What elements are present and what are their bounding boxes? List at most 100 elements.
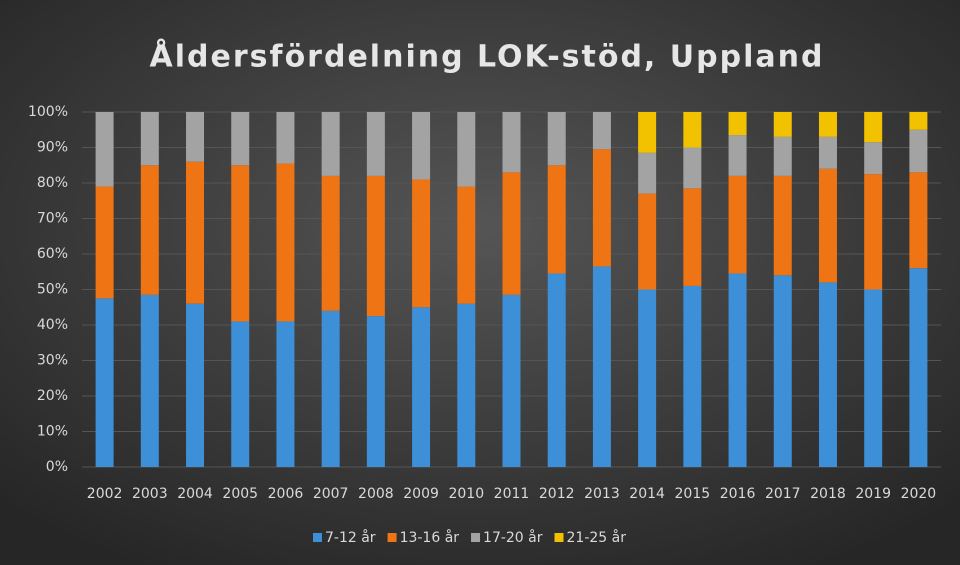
x-tick-label: 2005 xyxy=(222,486,258,502)
bar-segment xyxy=(276,112,295,164)
bar-segment xyxy=(683,147,702,189)
bar-segment xyxy=(638,193,657,290)
x-tick-label: 2019 xyxy=(855,486,891,502)
y-tick-label: 10% xyxy=(37,424,68,440)
bar-segment xyxy=(818,282,837,467)
bar-segment xyxy=(140,112,159,166)
bar-segment xyxy=(502,112,521,173)
bar-segment xyxy=(683,285,702,467)
x-tick-label: 2009 xyxy=(403,486,439,502)
y-tick-label: 100% xyxy=(28,104,68,120)
bar-segment xyxy=(728,135,747,176)
legend-label: 21-25 år xyxy=(567,529,627,546)
x-tick-label: 2015 xyxy=(675,486,711,502)
bar-segment xyxy=(457,112,476,187)
bar-segment xyxy=(728,273,747,467)
legend-label: 13-16 år xyxy=(400,529,460,546)
bar-segment xyxy=(140,165,159,295)
legend-label: 17-20 år xyxy=(483,529,543,546)
bar-segment xyxy=(412,112,431,180)
bar-segment xyxy=(638,112,657,153)
bar-segment xyxy=(864,112,883,143)
bar-segment xyxy=(412,179,431,308)
legend: 7-12 år 13-16 år 17-20 år 21-25 år xyxy=(313,529,626,546)
bar-segment xyxy=(864,289,883,467)
bar-segment xyxy=(140,294,159,467)
x-tick-label: 2011 xyxy=(494,486,530,502)
bar-segment xyxy=(457,186,476,304)
x-tick-label: 2018 xyxy=(810,486,846,502)
bar-segment xyxy=(683,188,702,286)
bar-segment xyxy=(864,174,883,290)
x-tick-label: 2016 xyxy=(720,486,756,502)
x-tick-label: 2006 xyxy=(268,486,304,502)
bar-segment xyxy=(909,112,928,130)
x-tick-label: 2013 xyxy=(584,486,620,502)
bar-segment xyxy=(592,112,611,150)
bar-segment xyxy=(95,112,114,187)
legend-swatch xyxy=(471,533,481,542)
x-tick-label: 2007 xyxy=(313,486,349,502)
x-tick-label: 2014 xyxy=(629,486,665,502)
bar-segment xyxy=(231,165,250,322)
x-tick-label: 2003 xyxy=(132,486,168,502)
x-tick-label: 2004 xyxy=(177,486,213,502)
bar-segment xyxy=(773,112,792,137)
bar-segment xyxy=(909,268,928,467)
y-tick-label: 30% xyxy=(37,353,68,369)
bar-segment xyxy=(276,163,295,322)
y-tick-label: 60% xyxy=(37,246,68,262)
bar-segment xyxy=(638,289,657,467)
bar-segment xyxy=(231,112,250,166)
bar-segment xyxy=(502,172,521,295)
bar-segment xyxy=(95,298,114,467)
bars: 2002 2003 2004 2005 2006 2007 2008 2009 2010 2011… xyxy=(87,112,936,502)
bar-segment xyxy=(457,303,476,467)
bar-segment xyxy=(366,112,385,176)
bar-segment xyxy=(683,112,702,148)
bar-segment xyxy=(547,112,566,166)
bar-segment xyxy=(909,129,928,173)
x-tick-label: 2010 xyxy=(448,486,484,502)
bar-segment xyxy=(547,165,566,274)
bar-segment xyxy=(231,321,250,467)
y-tick-label: 50% xyxy=(37,282,68,298)
legend-label: 7-12 år xyxy=(325,529,376,546)
bar-segment xyxy=(321,112,340,176)
bar-segment xyxy=(728,112,747,136)
x-tick-label: 2008 xyxy=(358,486,394,502)
bar-segment xyxy=(186,112,205,162)
bar-segment xyxy=(592,266,611,467)
x-tick-label: 2020 xyxy=(901,486,937,502)
y-tick-label: 90% xyxy=(37,140,68,156)
legend-swatch xyxy=(313,533,322,542)
y-tick-label: 80% xyxy=(37,175,68,191)
y-tick-label: 20% xyxy=(37,388,68,404)
legend-swatch xyxy=(554,533,564,542)
bar-segment xyxy=(728,175,747,274)
bar-segment xyxy=(818,112,837,137)
x-tick-label: 2002 xyxy=(87,486,123,502)
bar-segment xyxy=(547,273,566,467)
bar-segment xyxy=(412,307,431,467)
bar-segment xyxy=(773,136,792,176)
chart-title: Åldersfördelning LOK-stöd, Uppland xyxy=(150,38,825,75)
legend-swatch xyxy=(387,533,397,542)
bar-segment xyxy=(366,316,385,467)
y-tick-label: 0% xyxy=(46,459,68,475)
bar-segment xyxy=(95,186,114,299)
bar-segment xyxy=(864,142,883,175)
bar-segment xyxy=(321,175,340,311)
bar-segment xyxy=(773,275,792,467)
bar-segment xyxy=(818,168,837,283)
bar-segment xyxy=(321,310,340,467)
y-tick-label: 40% xyxy=(37,317,68,333)
bar-segment xyxy=(818,136,837,169)
bar-segment xyxy=(502,294,521,467)
y-tick-label: 70% xyxy=(37,211,68,227)
bar-segment xyxy=(366,175,385,317)
bar-segment xyxy=(773,175,792,276)
bar-segment xyxy=(638,152,657,194)
